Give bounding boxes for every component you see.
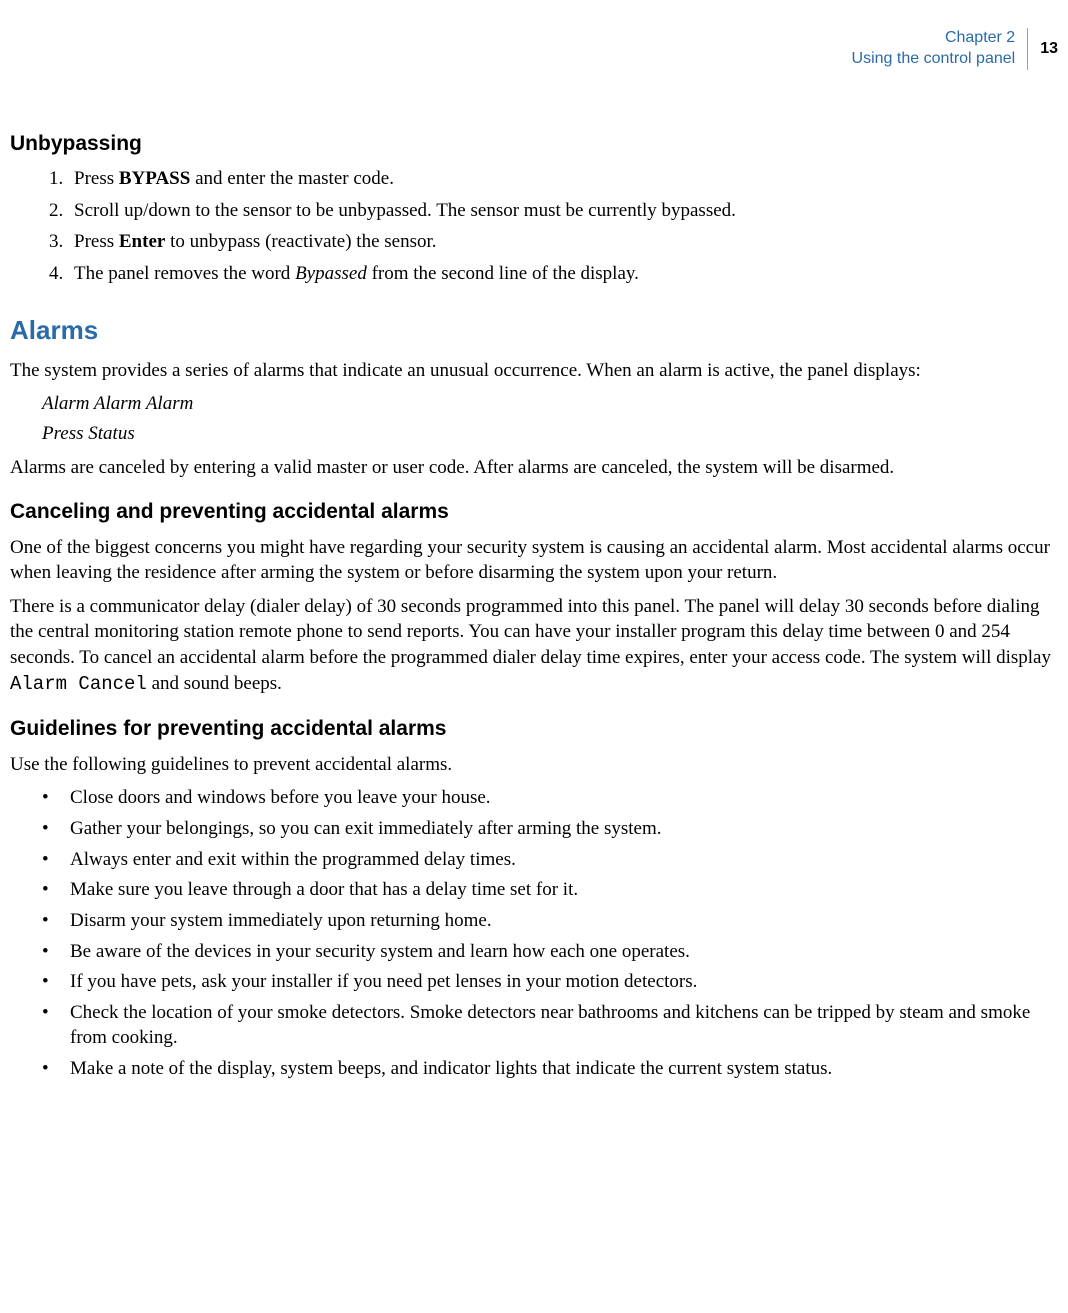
canceling-para2-mono: Alarm Cancel (10, 673, 147, 695)
page-header: Chapter 2 Using the control panel 13 (10, 28, 1058, 70)
list-item: Disarm your system immediately upon retu… (42, 908, 1058, 934)
guideline-text: If you have pets, ask your installer if … (70, 971, 697, 992)
header-chapter-block: Chapter 2 Using the control panel (852, 28, 1029, 70)
unbypassing-steps: Press BYPASS and enter the master code. … (10, 166, 1058, 287)
heading-guidelines: Guidelines for preventing accidental ala… (10, 715, 1058, 743)
step-bold: Enter (119, 231, 165, 252)
list-item: Be aware of the devices in your security… (42, 939, 1058, 965)
alarms-after: Alarms are canceled by entering a valid … (10, 455, 1058, 481)
list-item: Always enter and exit within the program… (42, 847, 1058, 873)
list-item: If you have pets, ask your installer if … (42, 969, 1058, 995)
step-italic: Bypassed (295, 263, 367, 284)
step-text: from the second line of the display. (367, 263, 639, 284)
guidelines-list: Close doors and windows before you leave… (10, 785, 1058, 1081)
guideline-text: Always enter and exit within the program… (70, 849, 516, 870)
step-text: to unbypass (reactivate) the sensor. (165, 231, 436, 252)
step-bold: BYPASS (119, 168, 190, 189)
page-container: Chapter 2 Using the control panel 13 Unb… (0, 0, 1068, 1156)
list-item: Press Enter to unbypass (reactivate) the… (68, 229, 1058, 255)
list-item: Scroll up/down to the sensor to be unbyp… (68, 198, 1058, 224)
header-chapter-title: Using the control panel (852, 49, 1016, 70)
list-item: Gather your belongings, so you can exit … (42, 816, 1058, 842)
guideline-text: Be aware of the devices in your security… (70, 941, 690, 962)
guideline-text: Make sure you leave through a door that … (70, 879, 578, 900)
guideline-text: Check the location of your smoke detecto… (70, 1002, 1030, 1049)
list-item: Check the location of your smoke detecto… (42, 1000, 1058, 1051)
list-item: The panel removes the word Bypassed from… (68, 261, 1058, 287)
alarms-display-line1: Alarm Alarm Alarm (42, 391, 1058, 417)
step-text: Press (74, 168, 119, 189)
guideline-text: Disarm your system immediately upon retu… (70, 910, 492, 931)
guideline-text: Gather your belongings, so you can exit … (70, 818, 662, 839)
heading-unbypassing: Unbypassing (10, 130, 1058, 158)
list-item: Make a note of the display, system beeps… (42, 1056, 1058, 1082)
list-item: Close doors and windows before you leave… (42, 785, 1058, 811)
canceling-para2-pre: There is a communicator delay (dialer de… (10, 596, 1051, 668)
list-item: Press BYPASS and enter the master code. (68, 166, 1058, 192)
alarms-display-line2: Press Status (42, 421, 1058, 447)
canceling-para2-post: and sound beeps. (147, 673, 282, 694)
step-text: and enter the master code. (190, 168, 394, 189)
heading-canceling: Canceling and preventing accidental alar… (10, 498, 1058, 526)
header-chapter-line: Chapter 2 (852, 28, 1016, 49)
header-page-number: 13 (1028, 28, 1058, 70)
alarms-intro: The system provides a series of alarms t… (10, 358, 1058, 384)
step-text: The panel removes the word (74, 263, 295, 284)
guideline-text: Close doors and windows before you leave… (70, 787, 491, 808)
guidelines-intro: Use the following guidelines to prevent … (10, 752, 1058, 778)
step-text: Press (74, 231, 119, 252)
guideline-text: Make a note of the display, system beeps… (70, 1058, 832, 1079)
heading-alarms: Alarms (10, 313, 1058, 348)
list-item: Make sure you leave through a door that … (42, 877, 1058, 903)
canceling-para1: One of the biggest concerns you might ha… (10, 535, 1058, 586)
step-text: Scroll up/down to the sensor to be unbyp… (74, 200, 736, 221)
canceling-para2: There is a communicator delay (dialer de… (10, 594, 1058, 698)
